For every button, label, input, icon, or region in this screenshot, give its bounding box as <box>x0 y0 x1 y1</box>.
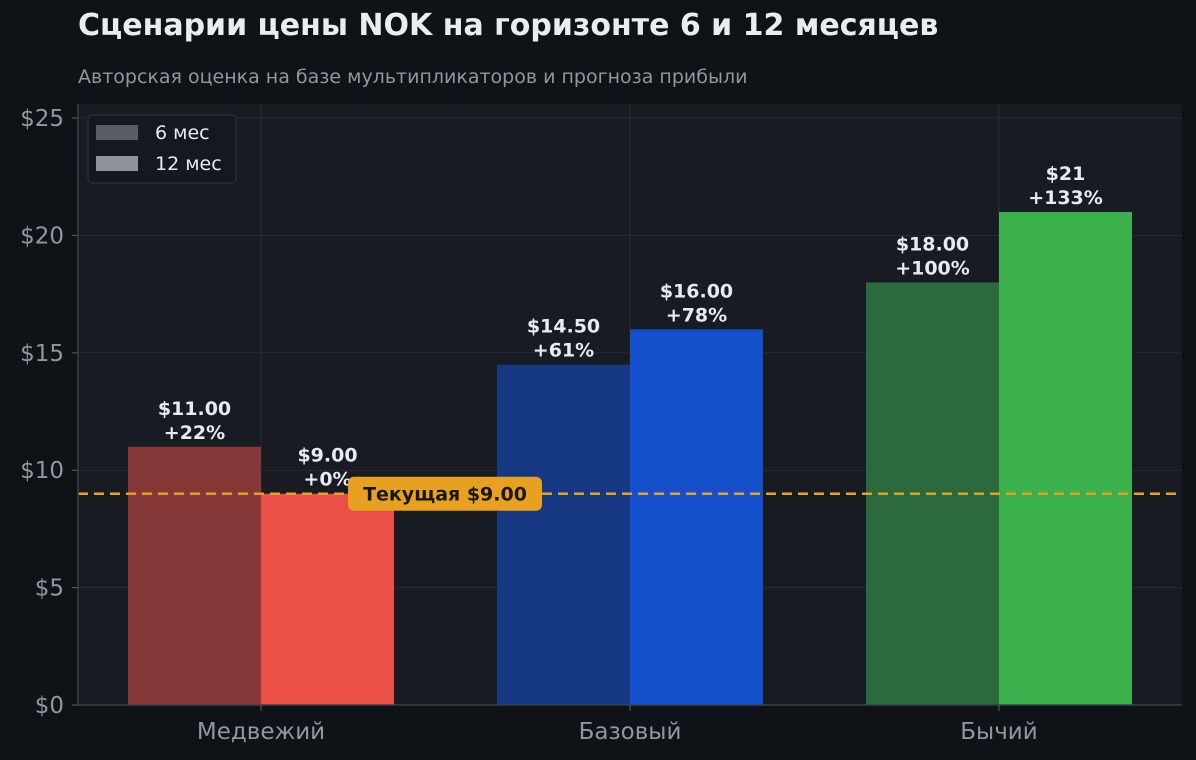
current-price-badge <box>348 476 542 511</box>
data-label: $18.00 +100% <box>895 233 970 279</box>
legend-swatch-12m <box>96 156 138 171</box>
bar-6m-0 <box>128 446 261 705</box>
current-price-label: Текущая $9.00 <box>363 484 527 506</box>
data-label: $16.00 +78% <box>660 280 733 326</box>
data-label: $9.00 +0% <box>297 445 357 491</box>
bar-6m-1 <box>497 364 630 705</box>
legend-label-6m: 6 мес <box>155 122 210 144</box>
chart-subtitle: Авторская оценка на базе мультипликаторо… <box>78 66 748 88</box>
y-tick-label: $10 <box>20 458 64 484</box>
x-tick-label: Базовый <box>579 719 682 745</box>
x-tick-label: Медвежий <box>197 719 325 745</box>
x-tick-label: Бычий <box>960 719 1037 745</box>
y-tick-label: $0 <box>35 693 64 719</box>
data-label: $11.00 +22% <box>158 398 231 444</box>
data-label: $14.50 +61% <box>527 316 600 362</box>
y-tick-label: $25 <box>20 106 64 132</box>
data-label: $21 +133% <box>1028 163 1103 209</box>
bar-12m-1 <box>630 329 763 705</box>
chart-title: Сценарии цены NOK на горизонте 6 и 12 ме… <box>78 8 939 43</box>
y-tick-label: $15 <box>20 341 64 367</box>
y-tick-label: $5 <box>35 576 64 602</box>
legend-label-12m: 12 мес <box>155 153 222 175</box>
y-tick-label: $20 <box>20 223 64 249</box>
legend-swatch-6m <box>96 125 138 140</box>
bar-12m-2 <box>999 211 1132 705</box>
bar-12m-0 <box>261 493 394 705</box>
